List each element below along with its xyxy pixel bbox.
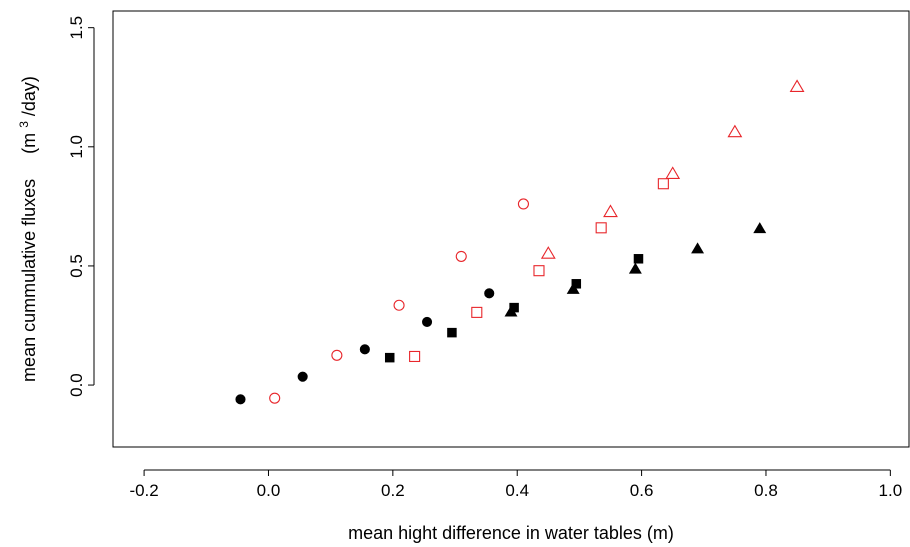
point-triangle	[603, 204, 618, 218]
x-tick-label: -0.2	[129, 481, 158, 500]
y-axis-title-unit-tail: /day)	[19, 76, 39, 116]
plot-border	[112, 10, 910, 448]
point-triangle	[691, 242, 705, 254]
point-square	[595, 222, 607, 234]
point-circle	[517, 198, 529, 210]
y-axis: 0.0 0.5 1.0 1.5	[67, 16, 95, 397]
x-tick-label: 0.0	[257, 481, 281, 500]
y-tick-label: 0.5	[67, 254, 86, 278]
point-circle	[455, 250, 467, 262]
x-tick-label: 0.8	[754, 481, 778, 500]
point-triangle	[727, 124, 743, 138]
point-circle	[269, 392, 281, 404]
y-axis-title-text: mean cummulative fluxes	[19, 179, 39, 382]
point-square	[571, 279, 582, 289]
x-tick-label: 1.0	[879, 481, 903, 500]
point-square	[471, 306, 483, 318]
point-triangle	[628, 262, 642, 274]
y-axis-title-unit-sup: 3	[17, 121, 31, 128]
point-triangle	[504, 305, 518, 317]
x-tick-label: 0.2	[381, 481, 405, 500]
point-circle	[297, 371, 308, 382]
y-axis-title-spacer	[19, 159, 39, 174]
y-tick-label: 0.0	[67, 373, 86, 397]
data-points	[235, 79, 805, 405]
y-axis-title: mean cummulative fluxes (m 3 /day)	[17, 76, 39, 382]
point-square	[384, 352, 395, 363]
point-square	[447, 327, 457, 338]
y-tick-label: 1.0	[67, 135, 86, 159]
point-triangle	[753, 222, 767, 234]
x-tick-label: 0.6	[630, 481, 654, 500]
point-circle	[331, 349, 343, 361]
y-axis-title-unit: (m	[19, 133, 39, 154]
x-axis: -0.2 0.0 0.2 0.4 0.6 0.8 1.0	[129, 469, 903, 500]
point-circle	[393, 299, 405, 311]
point-circle	[484, 288, 495, 299]
x-axis-title: mean hight difference in water tables (m…	[348, 523, 674, 543]
point-circle	[235, 394, 246, 405]
point-square	[533, 265, 545, 277]
plot-frame	[112, 10, 910, 448]
point-circle	[421, 316, 433, 327]
point-square	[409, 350, 421, 363]
point-square	[657, 178, 669, 190]
point-triangle	[540, 246, 556, 259]
point-triangle	[789, 79, 805, 93]
point-circle	[359, 344, 370, 355]
point-triangle	[566, 282, 580, 294]
point-square	[633, 254, 644, 264]
point-triangle	[665, 166, 681, 179]
x-tick-label: 0.4	[505, 481, 529, 500]
y-tick-label: 1.5	[67, 16, 86, 40]
